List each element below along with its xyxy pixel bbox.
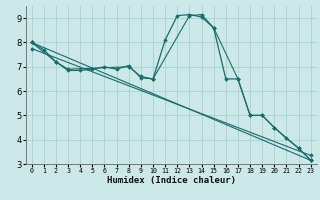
X-axis label: Humidex (Indice chaleur): Humidex (Indice chaleur) xyxy=(107,176,236,185)
